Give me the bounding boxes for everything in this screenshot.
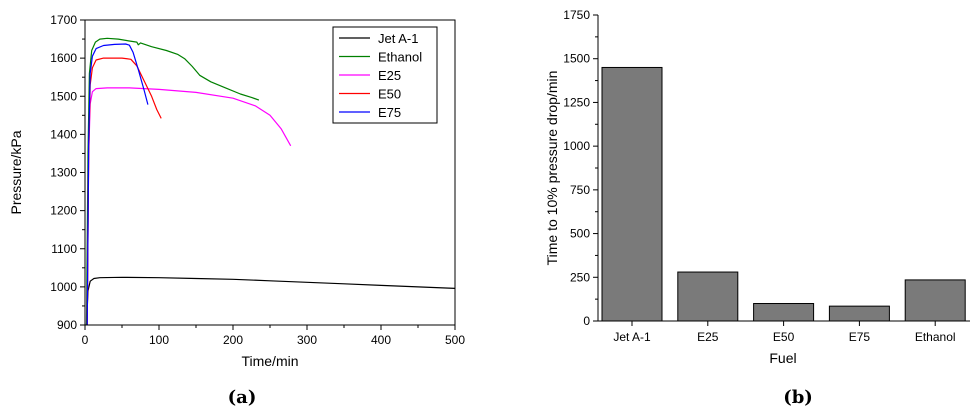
y-tick-label: 1750	[563, 8, 590, 22]
line-chart-series	[85, 37, 456, 326]
y-tick-label: 1700	[50, 13, 77, 27]
x-tick-label: Ethanol	[915, 330, 956, 344]
legend-label: Ethanol	[378, 50, 422, 65]
y-tick-label: 1500	[563, 52, 590, 66]
line-chart-ticks: 0 100 200 300 400 500 900 1000 1100 1200 1300 1400 1…	[50, 13, 465, 347]
series-line-jet-a-1	[85, 276, 456, 326]
line-chart-frame	[84, 19, 456, 326]
bar-e50	[753, 303, 815, 322]
y-tick-label: 750	[570, 183, 590, 197]
series-line-e50	[86, 57, 162, 326]
y-tick-label: 500	[570, 227, 590, 241]
x-tick-label: E25	[697, 330, 719, 344]
line-chart-caption: (a)	[228, 387, 257, 408]
bar-e75	[828, 305, 890, 322]
legend-label: E50	[378, 87, 401, 102]
y-tick-label: 1000	[50, 280, 77, 294]
series-line-e25	[86, 87, 292, 326]
y-tick-label: 0	[583, 314, 590, 328]
y-tick-label: 1000	[563, 139, 590, 153]
x-tick-label: 100	[149, 333, 169, 347]
bar-chart-panel: 0 250 500 750 1000 1250 1500 1750 Jet A-1 E25 E50 E…	[544, 8, 970, 408]
line-chart-ylabel: Pressure/kPa	[8, 130, 24, 214]
y-tick-label: 1200	[50, 204, 77, 218]
x-tick-label: 0	[82, 333, 89, 347]
bar-e25	[677, 271, 739, 322]
x-tick-label: 400	[371, 333, 391, 347]
legend-label: E25	[378, 68, 401, 83]
bar-chart-bars	[601, 66, 966, 322]
legend-label: Jet A-1	[378, 31, 418, 46]
y-tick-label: 1600	[50, 51, 77, 65]
y-tick-label: 250	[570, 270, 590, 284]
bar-jet-a-1	[601, 66, 663, 322]
y-tick-label: 900	[57, 318, 77, 332]
line-chart-xlabel: Time/min	[241, 353, 298, 369]
y-tick-label: 1100	[51, 242, 77, 256]
line-chart-legend: Jet A-1 Ethanol E25 E50 E75	[332, 26, 438, 124]
bar-chart-caption: (b)	[783, 387, 813, 408]
line-chart-panel: 0 100 200 300 400 500 900 1000 1100 1200 1300 1400 1…	[8, 13, 465, 408]
legend-label: E75	[378, 105, 401, 120]
series-line-e75	[86, 43, 149, 326]
series-line-ethanol	[85, 37, 260, 326]
x-tick-label: 300	[297, 333, 317, 347]
y-tick-label: 1300	[50, 166, 77, 180]
y-tick-label: 1250	[563, 95, 590, 109]
bar-chart-ylabel: Time to 10% pressure drop/min	[544, 71, 560, 266]
x-tick-label: Jet A-1	[613, 330, 651, 344]
y-tick-label: 1400	[50, 127, 77, 141]
bar-ethanol	[904, 279, 966, 322]
y-tick-label: 1500	[50, 89, 77, 103]
bar-chart-ticks: 0 250 500 750 1000 1250 1500 1750 Jet A-1 E25 E50 E…	[563, 8, 955, 344]
bar-chart-xlabel: Fuel	[769, 350, 796, 366]
x-tick-label: 500	[445, 333, 465, 347]
x-tick-label: E75	[849, 330, 871, 344]
x-tick-label: 200	[223, 333, 243, 347]
x-tick-label: E50	[773, 330, 795, 344]
